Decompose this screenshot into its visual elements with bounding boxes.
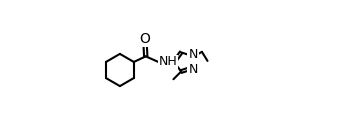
Text: N: N (188, 63, 198, 76)
Text: NH: NH (159, 55, 178, 68)
Text: O: O (140, 32, 150, 46)
Text: N: N (188, 48, 198, 61)
